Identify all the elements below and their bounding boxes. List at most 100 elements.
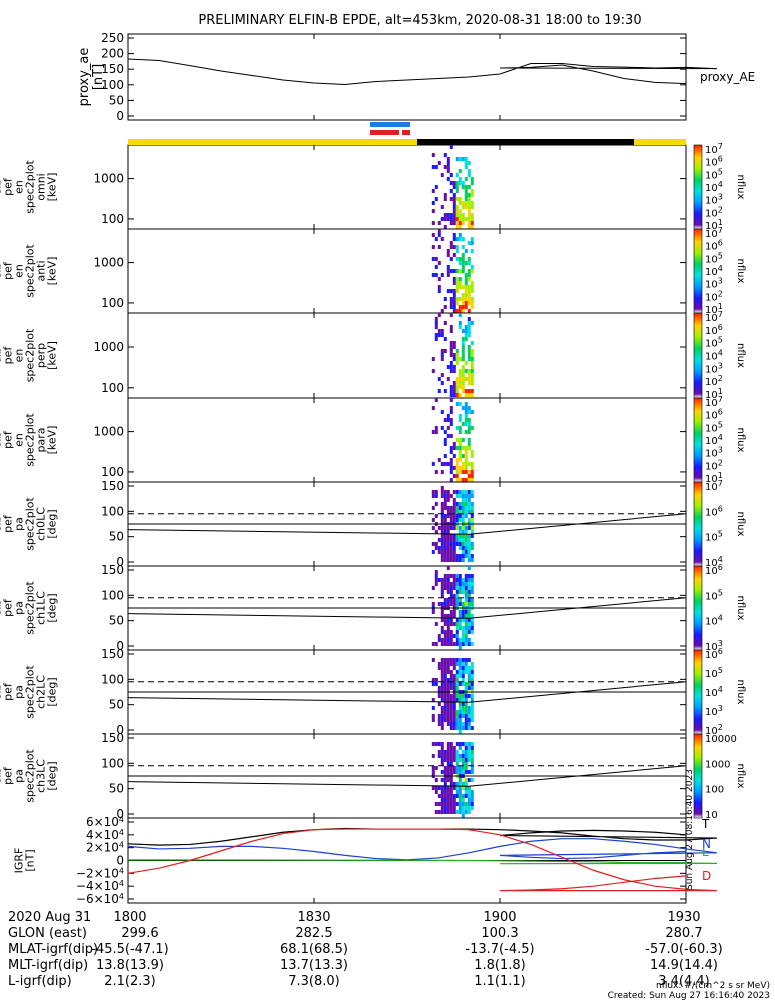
spectrogram-cell <box>449 694 453 698</box>
spectrogram-cell <box>458 217 462 221</box>
spectrogram-cell <box>467 333 471 337</box>
spectrogram-cell <box>470 462 474 466</box>
loss-cone-line <box>127 597 687 619</box>
spectrogram-cell <box>440 762 444 766</box>
spectrogram-cell <box>449 241 453 245</box>
colorbar-tick-label: 104 <box>705 555 723 569</box>
spectrogram-cell <box>437 538 441 542</box>
spectrogram-cell <box>446 694 450 698</box>
spectrogram-cell <box>458 578 462 582</box>
spectrogram-cell <box>458 494 462 498</box>
spectrogram-cell <box>467 582 471 586</box>
spectrogram-cell <box>461 462 465 466</box>
spectrogram-cell <box>464 554 468 558</box>
spectrogram-cell <box>440 698 444 702</box>
spectrogram-cell <box>443 462 447 466</box>
spectrogram-cell <box>449 546 453 550</box>
spectrogram-cell <box>467 273 471 277</box>
l-1: 2.1(2.3) <box>104 974 156 989</box>
spectrogram-cell <box>455 181 459 185</box>
spectrogram-cell <box>434 430 438 434</box>
spectrogram-cell <box>458 722 462 726</box>
spectrogram-cell <box>464 377 468 381</box>
spectrogram-cell <box>464 466 468 470</box>
spectrogram-cell <box>440 558 444 562</box>
spectrogram-cell <box>455 718 459 722</box>
y-tick-label: 100 <box>101 296 124 310</box>
spectrogram-cell <box>458 798 462 802</box>
y-axis-label: elbpefenspec2plotanti[keV] <box>0 244 59 298</box>
spectrogram-cell <box>464 766 468 770</box>
spectrogram-cell <box>440 357 444 361</box>
spectrogram-cell <box>464 682 468 686</box>
spectrogram-cell <box>467 422 471 426</box>
spectrogram-cell <box>452 510 456 514</box>
spectrogram-cell <box>446 634 450 638</box>
spectrogram-cell <box>470 494 474 498</box>
spectrogram-cell <box>461 265 465 269</box>
spectrogram-cell <box>440 722 444 726</box>
spectrogram-cell <box>458 442 462 446</box>
spectrogram-cell <box>437 702 441 706</box>
spectrogram-cell <box>452 518 456 522</box>
colorbar-tick-label: 104 <box>705 180 723 194</box>
spectrogram-cell <box>461 534 465 538</box>
spectrogram-cell <box>461 662 465 666</box>
spectrogram-cell <box>458 261 462 265</box>
spectrogram-cell <box>461 341 465 345</box>
spectrogram-cell <box>434 257 438 261</box>
spectrogram-cell <box>440 426 444 430</box>
spectrogram-cell <box>449 778 453 782</box>
spectrogram-cell <box>449 670 453 674</box>
spectrogram-cell <box>431 406 435 410</box>
spectrogram-cell <box>467 410 471 414</box>
spectrogram-cell <box>467 393 471 397</box>
spectrogram-cell <box>458 782 462 786</box>
spectrogram-cell <box>464 393 468 397</box>
spectrogram-cell <box>470 205 474 209</box>
series-D <box>127 828 718 892</box>
spectrogram-cell <box>461 309 465 313</box>
spectrogram-cell <box>431 786 435 790</box>
spectrogram-cell <box>440 514 444 518</box>
spectrogram-cell <box>431 189 435 193</box>
spectrogram-cell <box>467 201 471 205</box>
spectrogram-cell <box>443 582 447 586</box>
spectrogram-cell <box>458 225 462 229</box>
spectrogram-cell <box>449 478 453 482</box>
spectrogram-cell <box>470 798 474 802</box>
spectrogram-cell <box>464 714 468 718</box>
spectrogram-cell <box>467 594 471 598</box>
spectrogram-cell <box>458 514 462 518</box>
spectrogram-cell <box>452 185 456 189</box>
spectrogram-cell <box>452 381 456 385</box>
y-tick-label: 0 <box>116 555 124 569</box>
spectrogram-cell <box>467 325 471 329</box>
spectrogram-cell <box>431 506 435 510</box>
spectrogram-cell <box>470 750 474 754</box>
spectrogram-cell <box>449 554 453 558</box>
spectrogram-cell <box>449 746 453 750</box>
spectrogram-cell <box>464 770 468 774</box>
tick-1830: 1830 <box>297 910 330 925</box>
spectrogram-cell <box>443 614 447 618</box>
glon-1: 299.6 <box>121 926 158 941</box>
spectrogram-cell <box>443 766 447 770</box>
spectrogram-cell <box>446 590 450 594</box>
y-axis-label: IGRF[nT] <box>13 848 37 874</box>
spectrogram-cell <box>446 586 450 590</box>
spectrogram-cell <box>458 402 462 406</box>
y-tick-label: 100 <box>101 504 124 518</box>
spectrogram-cell <box>446 177 450 181</box>
spectrogram-cell <box>455 157 459 161</box>
spectrogram-cell <box>446 778 450 782</box>
mlat-4: -57.0(-60.3) <box>645 942 722 957</box>
spectrogram-cell <box>446 494 450 498</box>
spectrogram-cell <box>461 185 465 189</box>
spectrogram-cell <box>467 490 471 494</box>
l-3: 1.1(1.1) <box>474 974 526 989</box>
mlt-3: 1.8(1.8) <box>474 958 526 973</box>
spectrogram-cell <box>437 277 441 281</box>
spectrogram-cell <box>461 770 465 774</box>
spectrogram-cell <box>452 594 456 598</box>
